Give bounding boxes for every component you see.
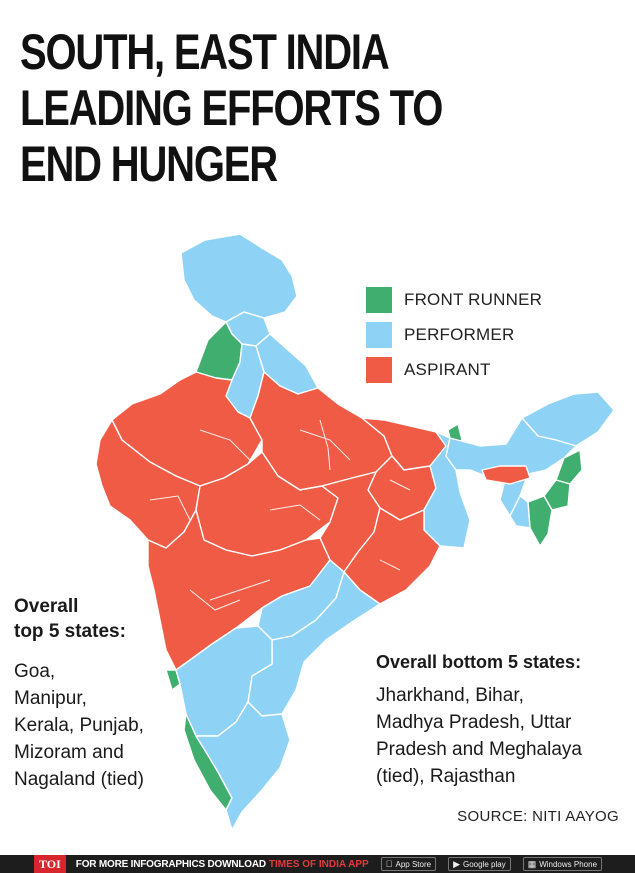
- headline-line-3: END HUNGER: [20, 136, 278, 192]
- region-meghalaya[interactable]: [481, 465, 531, 485]
- bottom-states-line: Pradesh and Meghalaya: [376, 739, 582, 760]
- footer-promo-text: FOR MORE INFOGRAPHICS DOWNLOAD: [75, 858, 266, 870]
- legend-label: PERFORMER: [404, 324, 515, 344]
- region-tamil-nadu[interactable]: [195, 701, 291, 831]
- region-odisha[interactable]: [343, 507, 441, 605]
- bottom-states-panel: Overall bottom 5 states: Jharkhand, Biha…: [376, 650, 626, 790]
- region-tripura[interactable]: [509, 495, 531, 529]
- source-credit: SOURCE: NITI AAYOG: [457, 808, 619, 825]
- windows-icon: ▦: [520, 858, 537, 869]
- legend-label: ASPIRANT: [404, 359, 491, 379]
- top-states-heading-line-1: Overall: [14, 596, 79, 617]
- toi-logo[interactable]: TOI: [34, 855, 66, 873]
- top-states-list: Goa, Manipur, Kerala, Punjab, Mizoram an…: [14, 658, 204, 793]
- headline-line-1: SOUTH, EAST INDIA: [20, 24, 390, 80]
- footer-app-link[interactable]: TIMES OF INDIA APP: [268, 858, 369, 870]
- legend-item-aspirant: ASPIRANT: [366, 352, 542, 387]
- top-states-line: Mizoram and: [14, 742, 124, 763]
- top-states-panel: Overall top 5 states: Goa, Manipur, Kera…: [14, 594, 204, 793]
- headline-line-2: LEADING EFFORTS TO: [20, 80, 443, 136]
- footer-bar: TOI FOR MORE INFOGRAPHICS DOWNLOAD TIMES…: [0, 855, 635, 873]
- top-states-line: Nagaland (tied): [14, 769, 144, 790]
- windows-phone-badge[interactable]: ▦ Windows Phone: [520, 857, 603, 871]
- headline: SOUTH, EAST INDIA LEADING EFFORTS TO END…: [20, 24, 500, 192]
- legend-swatch-performer: [366, 321, 392, 348]
- apple-icon: : [386, 859, 393, 869]
- region-jammu-kashmir[interactable]: [180, 233, 298, 323]
- district-lines: [149, 419, 411, 611]
- top-states-heading-line-2: top 5 states:: [14, 621, 126, 642]
- bottom-states-line: Madhya Pradesh, Uttar: [376, 712, 572, 733]
- top-states-heading: Overall top 5 states:: [14, 594, 204, 644]
- bottom-states-line: Jharkhand, Bihar,: [376, 685, 524, 706]
- top-states-line: Goa,: [14, 661, 56, 682]
- play-icon: ▶: [446, 858, 460, 869]
- top-states-line: Manipur,: [14, 688, 87, 709]
- bottom-states-heading: Overall bottom 5 states:: [376, 652, 582, 672]
- region-mizoram[interactable]: [527, 495, 553, 547]
- store-label: App Store: [388, 859, 431, 869]
- region-manipur[interactable]: [543, 479, 571, 511]
- store-label: Google play: [456, 859, 506, 869]
- region-nagaland[interactable]: [555, 449, 583, 485]
- top-states-line: Kerala, Punjab,: [14, 715, 144, 736]
- google-play-badge[interactable]: ▶ Google play: [448, 857, 511, 871]
- india-state-map: [95, 233, 615, 831]
- bottom-states-line: (tied), Rajasthan: [376, 766, 516, 787]
- store-label: Windows Phone: [532, 859, 597, 869]
- legend-label: FRONT RUNNER: [404, 289, 543, 309]
- legend-item-front-runner: FRONT RUNNER: [366, 282, 542, 317]
- legend-swatch-front-runner: [366, 286, 392, 313]
- legend-item-performer: PERFORMER: [366, 317, 542, 352]
- app-store-badge[interactable]:  App Store: [380, 857, 437, 871]
- legend-swatch-aspirant: [366, 356, 392, 383]
- bottom-states-list: Jharkhand, Bihar, Madhya Pradesh, Uttar …: [376, 682, 626, 790]
- map-legend: FRONT RUNNER PERFORMER ASPIRANT: [366, 282, 542, 387]
